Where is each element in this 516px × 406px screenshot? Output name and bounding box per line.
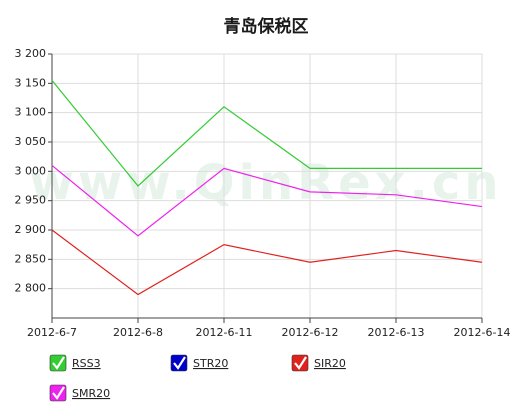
x-tick-label: 2012-6-7 [27,326,77,339]
legend-item[interactable]: SIR20 [291,354,346,372]
legend-label[interactable]: SMR20 [72,387,110,400]
legend-check[interactable] [173,356,186,370]
legend-item[interactable]: SMR20 [49,384,110,402]
x-tick-label: 2012-6-8 [113,326,163,339]
watermark: www.QinRex.cn [30,155,503,211]
x-tick-label: 2012-6-11 [196,326,253,339]
series-line [51,229,483,296]
y-tick-label: 2 900 [15,223,47,236]
legend-check[interactable] [52,386,65,400]
chart-title: 青岛保税区 [224,16,309,37]
x-tick-label: 2012-6-12 [282,326,339,339]
legend-label[interactable]: STR20 [193,357,228,370]
series-line [51,165,483,237]
legend-label[interactable]: SIR20 [314,357,346,370]
legend-check[interactable] [294,356,307,370]
series-line [51,80,482,187]
y-tick-label: 3 200 [15,47,47,60]
legend-label[interactable]: RSS3 [72,357,101,370]
x-tick-label: 2012-6-13 [368,326,425,339]
legend-item[interactable]: STR20 [170,354,228,372]
legend-check[interactable] [52,356,65,370]
y-tick-label: 2 850 [15,252,47,265]
x-tick-label: 2012-6-14 [454,326,511,339]
y-tick-label: 3 050 [15,135,47,148]
y-tick-label: 2 950 [15,194,47,207]
y-tick-label: 3 100 [15,106,47,119]
y-tick-label: 3 150 [15,76,47,89]
y-tick-label: 2 800 [15,282,47,295]
legend-item[interactable]: RSS3 [49,354,101,372]
y-tick-label: 3 000 [15,164,47,177]
